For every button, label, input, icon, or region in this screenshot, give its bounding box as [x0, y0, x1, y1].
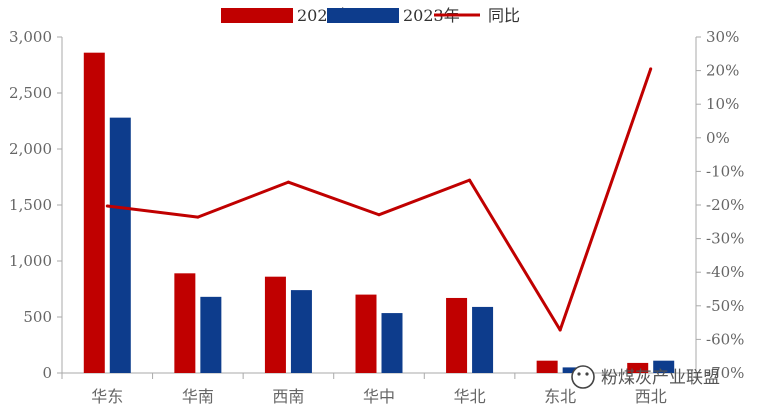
x-category-label: 东北 — [544, 387, 576, 406]
bars — [83, 52, 675, 374]
wechat-icon — [571, 365, 595, 389]
y-left-tick-label: 0 — [42, 364, 52, 382]
bar-2023 — [200, 296, 222, 373]
y-left-tick-label: 2,000 — [9, 140, 52, 158]
y-right-tick-label: 20% — [706, 62, 739, 80]
bar-2023 — [109, 117, 131, 373]
x-category-label: 华东 — [91, 387, 123, 406]
bar-2023 — [381, 313, 403, 373]
watermark: 粉煤灰产业联盟 — [571, 365, 720, 389]
bar-2023 — [290, 290, 312, 373]
y-right-tick-label: -40% — [706, 263, 744, 281]
yoy-point — [196, 215, 200, 219]
x-category-label: 华南 — [182, 387, 214, 406]
yoy-point — [468, 178, 472, 182]
y-right-tick-label: -30% — [706, 230, 744, 248]
bar-2022 — [627, 362, 649, 373]
y-right-tick-label: 0% — [706, 129, 730, 147]
bar-2022 — [446, 297, 468, 373]
axes: 0 500 1,000 1,500 2,000 2,500 3,000 -70% -60% -50… — [9, 28, 744, 406]
yoy-point — [558, 328, 562, 332]
legend: 2022年 2023年 同比 — [221, 6, 520, 25]
y-right-tick-label: -70% — [706, 364, 744, 382]
x-category-label: 华北 — [454, 387, 486, 406]
bar-2022 — [174, 273, 196, 373]
yoy-point — [377, 213, 381, 217]
y-right-tick-label: -10% — [706, 162, 744, 180]
legend-swatch-2022 — [221, 8, 293, 23]
y-left-tick-label: 1,000 — [9, 252, 52, 270]
y-right-tick-label: 10% — [706, 95, 739, 113]
legend-swatch-2023 — [327, 8, 399, 23]
y-right-tick-label: -50% — [706, 297, 744, 315]
yoy-point — [105, 204, 109, 208]
y-left-tick-label: 500 — [23, 308, 52, 326]
y-left-tick-label: 2,500 — [9, 84, 52, 102]
bar-2023 — [653, 360, 675, 373]
y-right-tick-label: 30% — [706, 28, 739, 46]
bar-2022 — [83, 52, 105, 374]
x-category-label: 西北 — [635, 387, 667, 406]
y-right-tick-label: -60% — [706, 330, 744, 348]
legend-label-2023: 2023年 — [403, 6, 460, 25]
bar-2023 — [562, 367, 584, 373]
y-right-tick-label: -20% — [706, 196, 744, 214]
x-category-label: 华中 — [363, 387, 395, 406]
x-category-label: 西南 — [272, 387, 304, 406]
yoy-point — [649, 67, 653, 71]
watermark-text: 粉煤灰产业联盟 — [601, 368, 720, 388]
y-left-tick-label: 3,000 — [9, 28, 52, 46]
bar-2022 — [355, 294, 377, 373]
legend-label-yoy: 同比 — [488, 6, 520, 25]
wechat-icon-eye-left — [577, 372, 581, 376]
wechat-icon-eye-right — [585, 372, 589, 376]
bar-2023 — [472, 306, 494, 373]
yoy-line-layer — [105, 67, 653, 332]
bar-2022 — [264, 276, 286, 373]
yoy-point — [286, 180, 290, 184]
bar-2022 — [536, 360, 558, 373]
y-left-tick-label: 1,500 — [9, 196, 52, 214]
